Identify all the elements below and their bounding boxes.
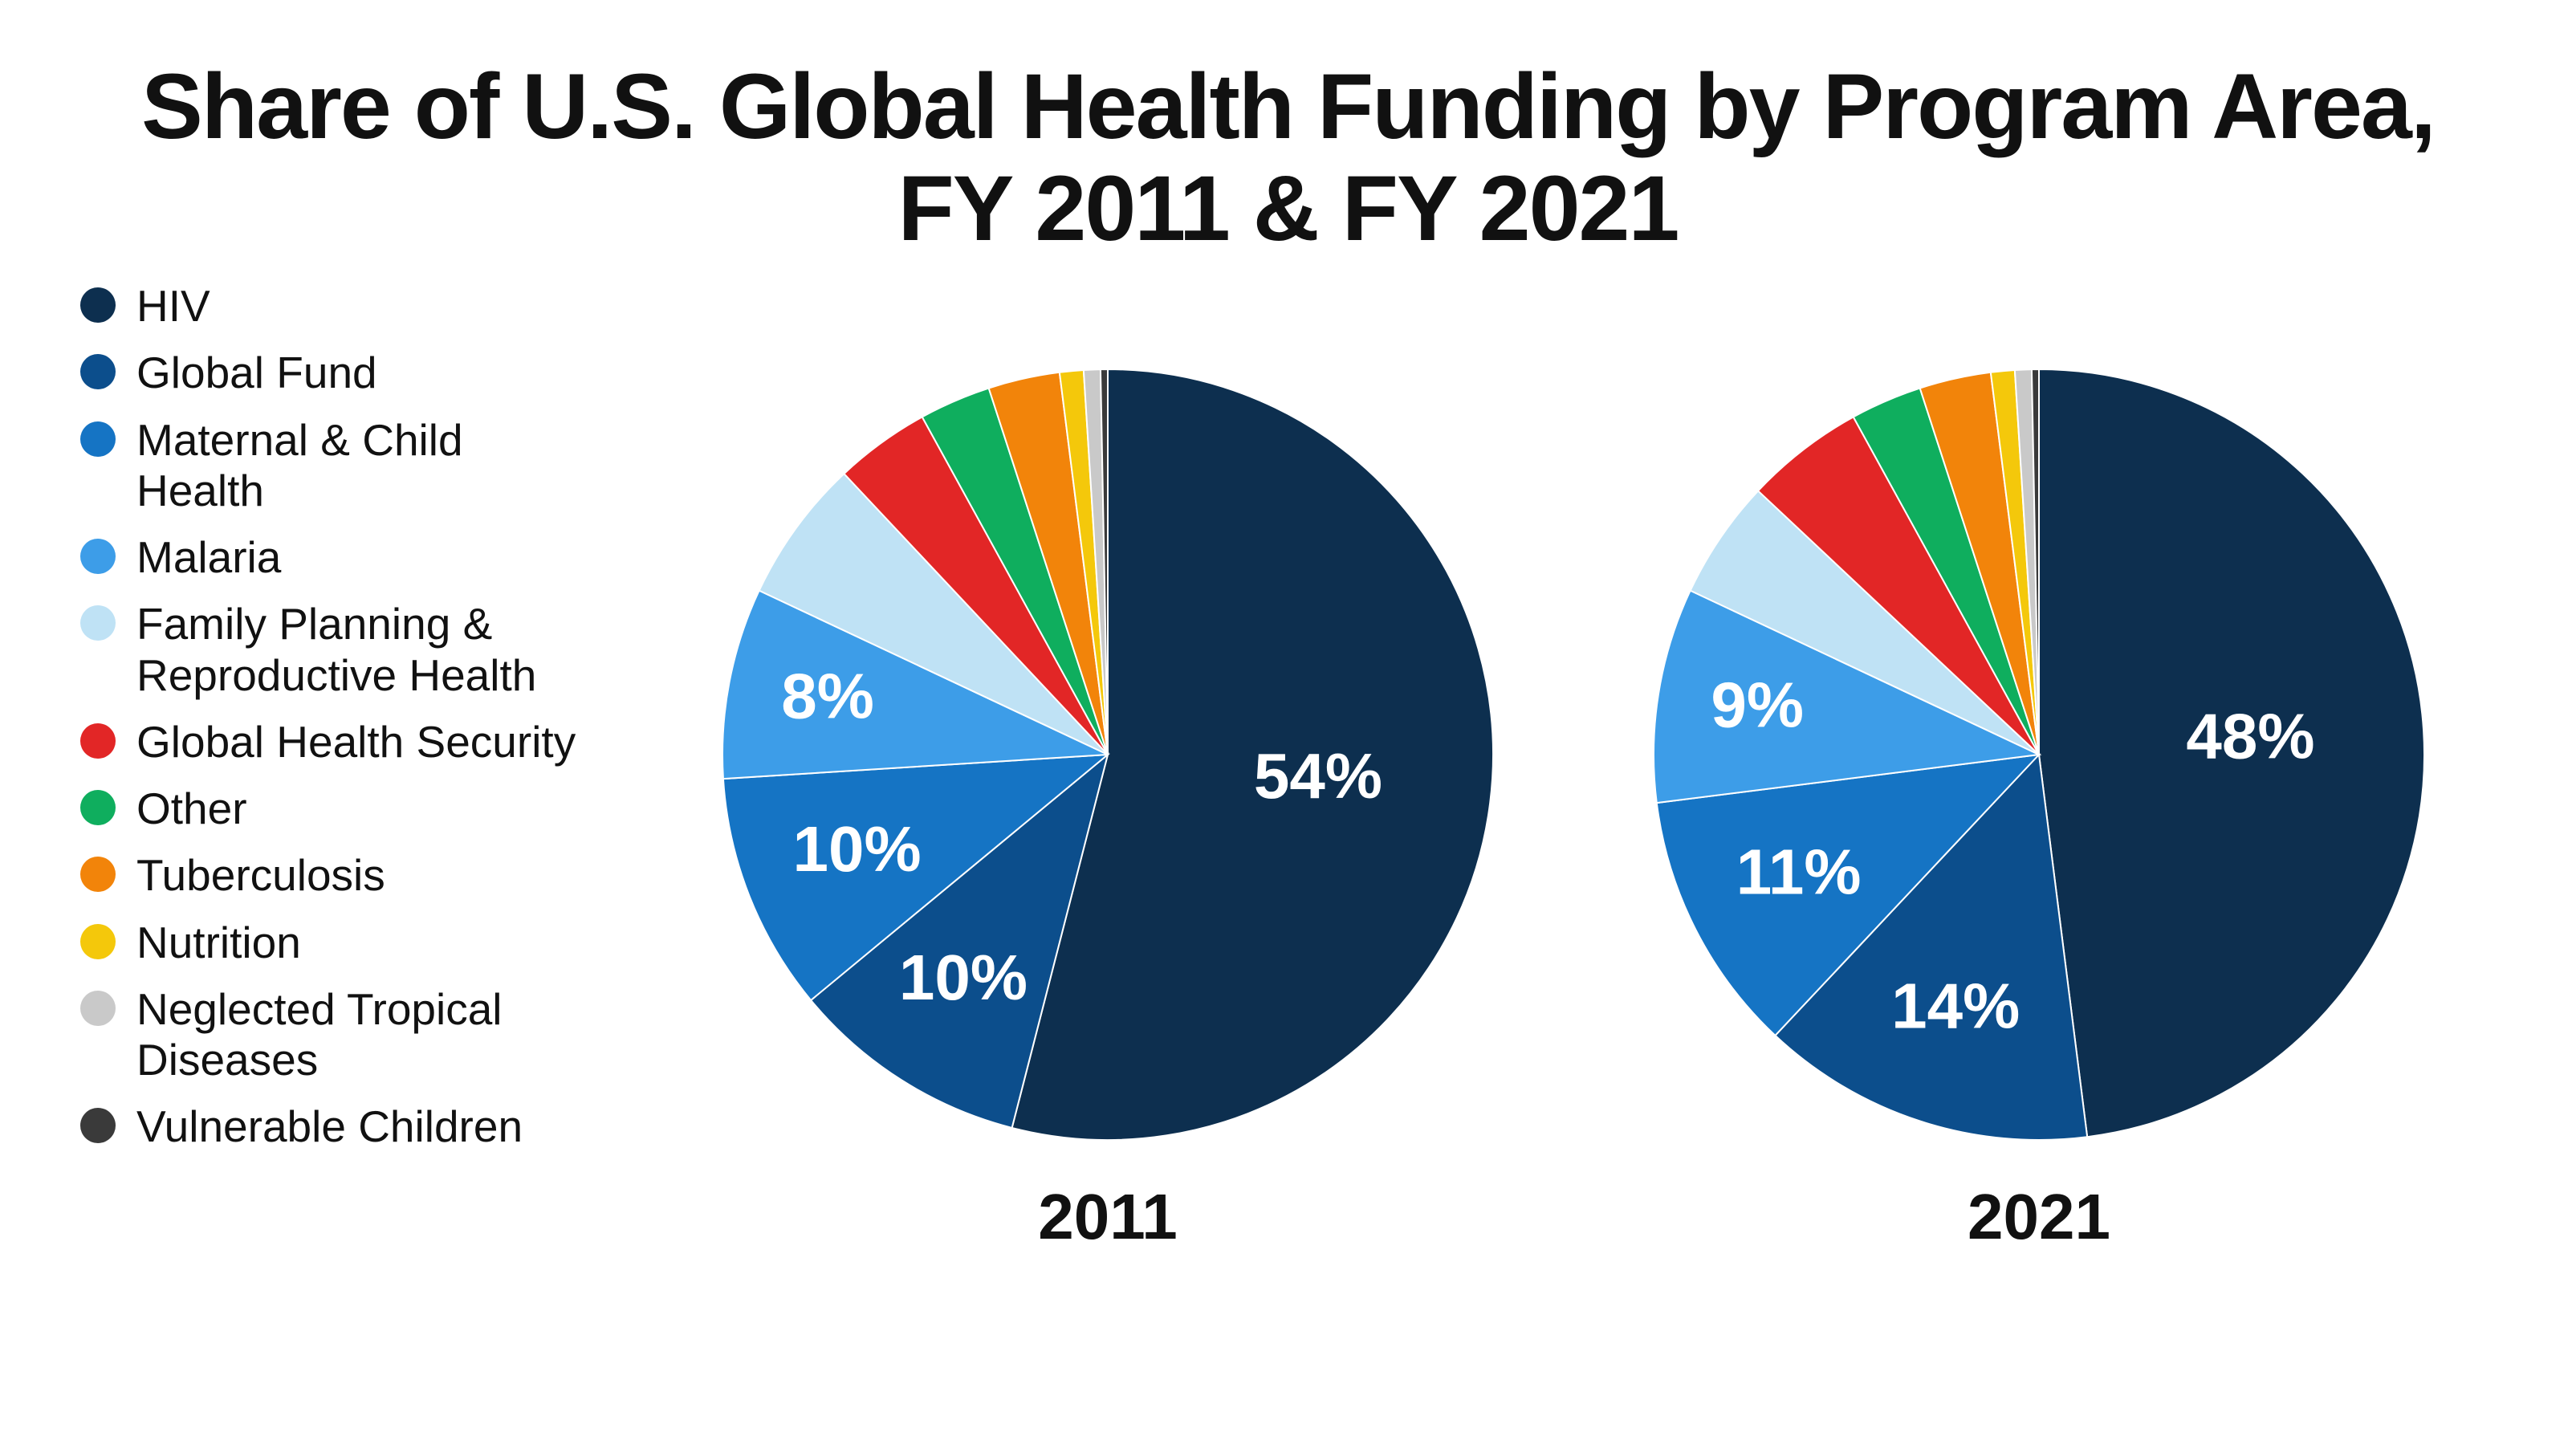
legend-label: Nutrition xyxy=(136,918,301,968)
legend-swatch xyxy=(80,1108,116,1143)
legend-item: HIV xyxy=(80,281,594,332)
pie-slice-label: 9% xyxy=(1711,670,1804,741)
legend-swatch xyxy=(80,354,116,389)
legend-label: Global Health Security xyxy=(136,717,576,767)
legend-swatch xyxy=(80,421,116,457)
page-title: Share of U.S. Global Health Funding by P… xyxy=(0,56,2576,259)
pie-slice-label: 54% xyxy=(1254,740,1382,812)
legend-item: Tuberculosis xyxy=(80,850,594,901)
legend-label: Global Fund xyxy=(136,348,377,398)
pie-slice-label: 48% xyxy=(2186,701,2314,772)
legend-item: Global Health Security xyxy=(80,717,594,767)
legend-label: Neglected Tropical Diseases xyxy=(136,984,594,1086)
legend-item: Family Planning & Reproductive Health xyxy=(80,599,594,701)
pie-chart-2011: 54% 10% 10% 8% 2011 xyxy=(706,353,1509,1254)
legend-item: Other xyxy=(80,784,594,834)
legend-item: Maternal & Child Health xyxy=(80,415,594,517)
legend-label: Other xyxy=(136,784,247,834)
pie-slice-label: 10% xyxy=(793,813,922,885)
legend-label: Maternal & Child Health xyxy=(136,415,594,517)
pie-slice-label: 8% xyxy=(781,661,874,732)
pie-slice-label: 14% xyxy=(1891,971,2020,1042)
legend-swatch xyxy=(80,539,116,574)
legend-swatch xyxy=(80,857,116,892)
legend-swatch xyxy=(80,723,116,759)
pie-year-label-2011: 2011 xyxy=(706,1180,1509,1254)
legend-item: Nutrition xyxy=(80,918,594,968)
legend-label: Malaria xyxy=(136,532,281,583)
legend-label: Tuberculosis xyxy=(136,850,385,901)
legend-label: Vulnerable Children xyxy=(136,1101,523,1152)
legend-label: Family Planning & Reproductive Health xyxy=(136,599,594,701)
legend-item: Neglected Tropical Diseases xyxy=(80,984,594,1086)
legend: HIV Global Fund Maternal & Child Health Mal… xyxy=(80,281,594,1169)
legend-label: HIV xyxy=(136,281,210,332)
pie-slice-label: 10% xyxy=(899,942,1028,1013)
legend-swatch xyxy=(80,790,116,825)
legend-swatch xyxy=(80,605,116,641)
legend-swatch xyxy=(80,991,116,1026)
legend-item: Global Fund xyxy=(80,348,594,398)
legend-item: Malaria xyxy=(80,532,594,583)
legend-swatch xyxy=(80,287,116,323)
pie-year-label-2021: 2021 xyxy=(1638,1180,2440,1254)
legend-item: Vulnerable Children xyxy=(80,1101,594,1152)
pie-slice-label: 11% xyxy=(1736,836,1862,908)
pie-chart-2021: 48% 14% 11% 9% 2021 xyxy=(1638,353,2440,1254)
legend-swatch xyxy=(80,924,116,959)
